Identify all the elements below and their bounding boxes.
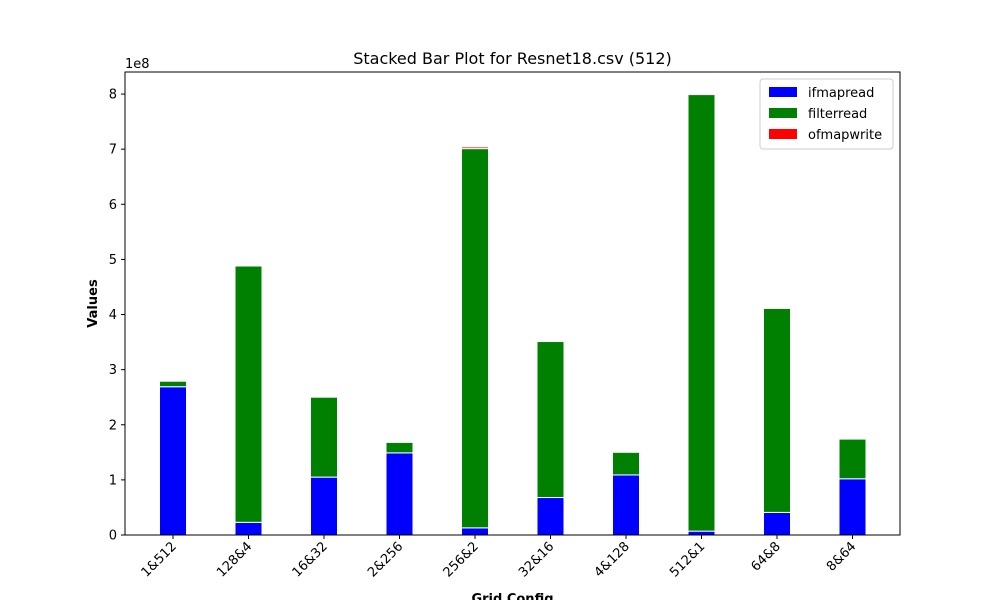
bar-ofmapwrite-4 — [461, 146, 489, 150]
bar-ifmapread-7 — [687, 530, 716, 536]
bar-filterread-6 — [612, 451, 640, 476]
x-tick-label: 2&256 — [365, 539, 406, 580]
bar-ifmapread-9 — [838, 478, 867, 536]
y-axis-multiplier: 1e8 — [125, 57, 150, 72]
legend-label-ofmapwrite: ofmapwrite — [808, 128, 882, 143]
bar-ifmapread-4 — [461, 527, 489, 536]
y-tick-label: 2 — [109, 418, 117, 433]
x-tick-label: 1&512 — [139, 539, 180, 580]
bar-ifmapread-2 — [310, 476, 338, 536]
y-tick-label: 1 — [109, 473, 117, 488]
y-axis-label: Values — [86, 279, 101, 328]
legend-swatch-ofmapwrite — [769, 129, 797, 139]
plot-frame — [124, 71, 901, 536]
bar-filterread-8 — [763, 307, 791, 513]
bar-filterread-2 — [310, 396, 338, 478]
x-axis-label: Grid Config — [471, 592, 553, 600]
y-tick-label: 6 — [109, 198, 117, 213]
x-tick-label: 8&64 — [824, 539, 859, 574]
bars-layer — [159, 94, 867, 536]
bar-ifmapread-5 — [536, 497, 565, 536]
legend-swatch-filterread — [769, 108, 797, 118]
bar-ifmapread-6 — [612, 474, 640, 536]
y-tick-label: 0 — [109, 529, 117, 544]
bar-filterread-0 — [159, 380, 187, 388]
bar-filterread-3 — [385, 441, 414, 454]
x-tick-label: 256&2 — [441, 539, 482, 580]
bar-ifmapread-1 — [234, 521, 263, 536]
y-tick-label: 8 — [109, 88, 117, 103]
x-tick-label: 16&32 — [290, 539, 331, 580]
y-tick-label: 3 — [109, 363, 117, 378]
bar-filterread-5 — [536, 341, 565, 499]
legend-swatch-ifmapread — [769, 87, 797, 97]
x-tick-label: 128&4 — [214, 539, 255, 580]
bar-ifmapread-8 — [763, 511, 791, 536]
legend: ifmapread filterread ofmapwrite — [759, 78, 894, 150]
bar-filterread-4 — [461, 148, 489, 529]
bar-filterread-7 — [687, 94, 716, 532]
bar-ifmapread-3 — [385, 452, 414, 536]
x-tick-label: 32&16 — [516, 539, 557, 580]
legend-label-filterread: filterread — [808, 107, 867, 122]
x-tick-label: 512&1 — [667, 539, 708, 580]
y-tick-label: 7 — [109, 143, 117, 158]
bar-ifmapread-0 — [159, 386, 187, 536]
y-tick-label: 5 — [109, 253, 117, 268]
x-tick-label: 4&128 — [592, 539, 633, 580]
legend-label-ifmapread: ifmapread — [808, 86, 874, 101]
y-tick-label: 4 — [109, 308, 117, 323]
bar-filterread-1 — [234, 265, 263, 523]
x-tick-label: 64&8 — [749, 539, 784, 574]
chart-title: Stacked Bar Plot for Resnet18.csv (512) — [353, 49, 672, 68]
bar-filterread-9 — [838, 438, 867, 480]
